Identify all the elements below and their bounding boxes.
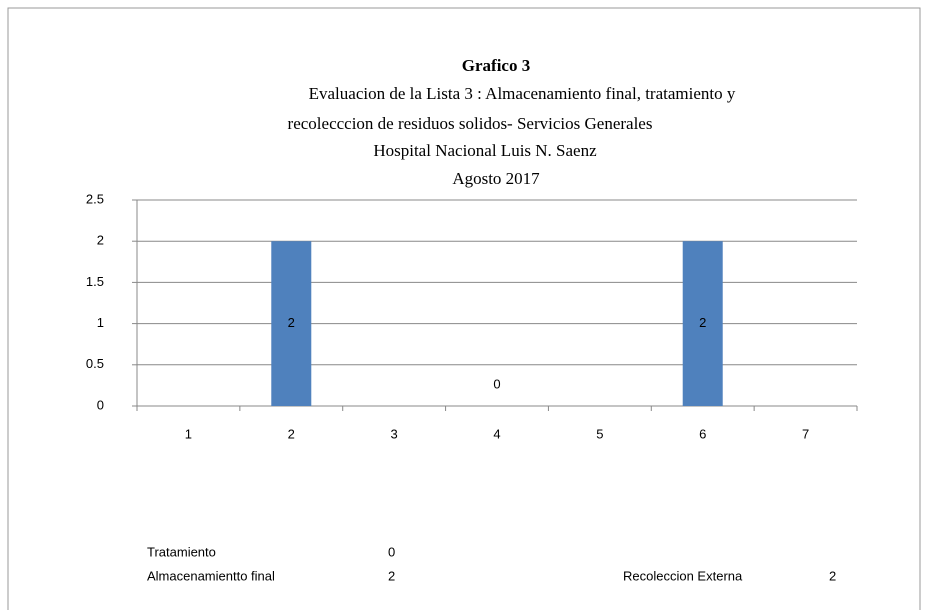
note-label: Almacenamientto final — [147, 568, 275, 583]
x-tick-label: 7 — [802, 426, 809, 441]
note-value: 2 — [829, 568, 836, 583]
data-label: 2 — [288, 315, 295, 330]
note-label: Tratamiento — [147, 544, 216, 559]
note-label: Recoleccion Externa — [623, 568, 743, 583]
note-value: 0 — [388, 544, 395, 559]
chart-border — [7, 7, 921, 610]
note-value: 2 — [388, 568, 395, 583]
x-tick-label: 4 — [493, 426, 500, 441]
chart-subtitle: Hospital Nacional Luis N. Saenz — [373, 141, 597, 160]
data-label: 2 — [699, 315, 706, 330]
x-tick-label: 3 — [391, 426, 398, 441]
x-tick-label: 1 — [185, 426, 192, 441]
data-label: 0 — [493, 376, 500, 391]
x-tick-label: 2 — [288, 426, 295, 441]
y-tick-label: 2.5 — [86, 191, 104, 206]
bar — [271, 241, 312, 406]
chart-title: Grafico 3 — [462, 56, 530, 75]
chart-subtitle: Evaluacion de la Lista 3 : Almacenamient… — [309, 84, 736, 103]
bar — [682, 241, 723, 406]
y-tick-label: 2 — [97, 233, 104, 248]
chart-subtitle: recolecccion de residuos solidos- Servic… — [288, 114, 653, 133]
y-tick-label: 1 — [97, 315, 104, 330]
x-tick-label: 6 — [699, 426, 706, 441]
chart-subtitle: Agosto 2017 — [452, 169, 540, 188]
x-tick-label: 5 — [596, 426, 603, 441]
y-tick-label: 0.5 — [86, 356, 104, 371]
y-tick-label: 0 — [97, 397, 104, 412]
y-tick-label: 1.5 — [86, 274, 104, 289]
